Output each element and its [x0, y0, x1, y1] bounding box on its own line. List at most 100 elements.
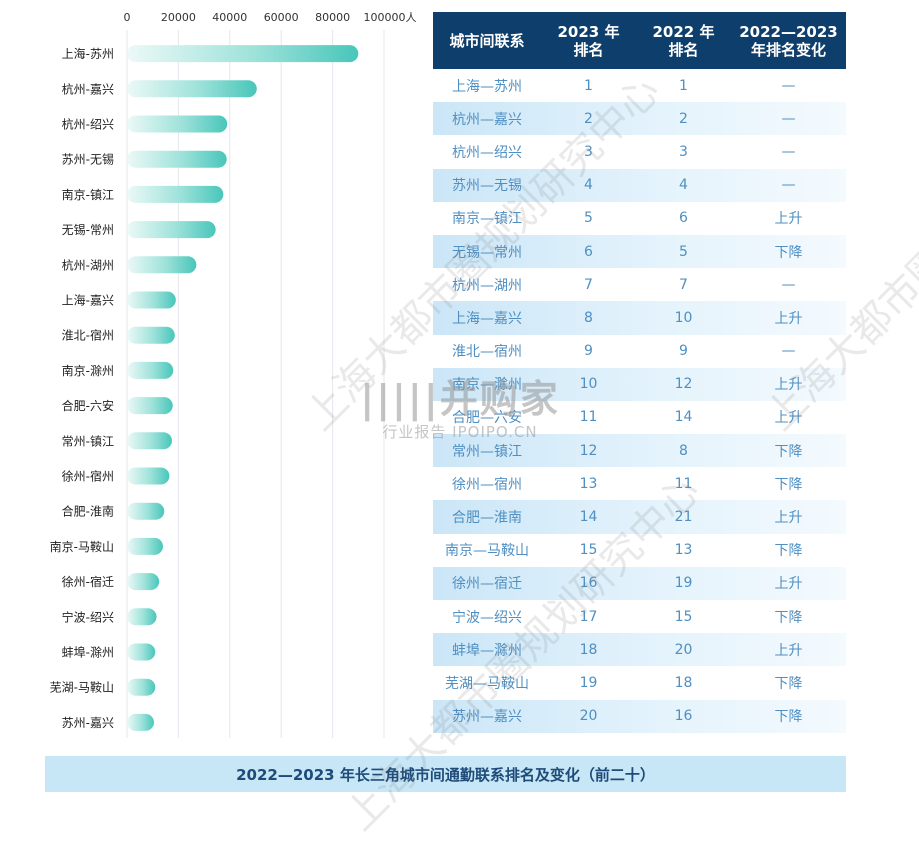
- table-cell: 7: [679, 276, 688, 293]
- table-cell: 4: [679, 177, 688, 194]
- bar: [127, 467, 170, 485]
- table-cell: 杭州—嘉兴: [452, 111, 522, 128]
- column-header: 城市间联系: [449, 31, 525, 50]
- category-label: 常州-镇江: [62, 434, 114, 448]
- bar: [127, 291, 176, 309]
- table-cell: 1: [584, 77, 593, 94]
- table-cell: 下降: [774, 543, 803, 560]
- table-row: 杭州—湖州 7 7 —: [433, 268, 846, 302]
- bar: [127, 326, 175, 344]
- table-cell: 11: [674, 475, 693, 492]
- table-row: 上海—嘉兴 8 10 上升: [433, 301, 846, 335]
- bar: [127, 221, 216, 239]
- table-row: 蚌埠—滁州 18 20 上升: [433, 633, 846, 667]
- table-cell: 下降: [774, 443, 803, 460]
- bar: [127, 361, 174, 379]
- table-cell: 6: [679, 210, 688, 227]
- category-label: 淮北-宿州: [62, 328, 114, 343]
- category-label: 徐州-宿州: [62, 469, 114, 484]
- table-cell: 南京—滁州: [452, 377, 522, 394]
- table-cell: 徐州—宿迁: [452, 576, 522, 593]
- table-cell: 11: [579, 409, 598, 426]
- bar: [127, 713, 154, 731]
- table-header: 城市间联系 2023 年排名 2022 年排名 2022—2023 年排名变化: [433, 12, 846, 69]
- table-cell: 15: [579, 542, 598, 559]
- table-row: 淮北—宿州 9 9 —: [433, 334, 846, 368]
- table-cell: 10: [579, 376, 598, 393]
- figure-caption: 2022—2023 年长三角城市间通勤联系排名及变化（前二十）: [45, 756, 846, 792]
- ranking-table: 城市间联系 2023 年排名 2022 年排名 2022—2023 年排名变化 上海—苏…: [433, 12, 846, 733]
- table-cell: 7: [584, 276, 593, 293]
- table-cell: 13: [674, 542, 693, 559]
- table-cell: 合肥—六安: [452, 410, 522, 427]
- table-cell: 14: [579, 509, 598, 526]
- table-cell: 徐州—宿州: [452, 476, 522, 493]
- table-cell: 上升: [774, 410, 803, 427]
- table-cell: —: [781, 77, 796, 94]
- table-cell: —: [781, 276, 796, 293]
- bar: [127, 537, 163, 555]
- table-cell: 芜湖—马鞍山: [445, 675, 529, 692]
- table-row: 徐州—宿州 13 11 下降: [433, 467, 846, 501]
- table-cell: 无锡—常州: [452, 244, 522, 261]
- table-cell: 21: [674, 509, 693, 526]
- table-cell: 10: [674, 309, 693, 326]
- column-header: 2022 年排名: [652, 22, 715, 59]
- table-cell: 15: [674, 608, 693, 625]
- table-cell: 杭州—湖州: [452, 277, 522, 294]
- category-label: 芜湖-马鞍山: [50, 680, 114, 695]
- category-label: 蚌埠-滁州: [62, 645, 114, 660]
- table-row: 合肥—六安 11 14 上升: [433, 400, 846, 435]
- column-header: 2022—2023 年排名变化: [739, 22, 838, 59]
- table-cell: 17: [579, 608, 598, 625]
- table-cell: 3: [679, 143, 688, 160]
- table-cell: 4: [584, 177, 593, 194]
- table-cell: 3: [584, 143, 593, 160]
- bar: [127, 115, 228, 133]
- table-cell: 5: [584, 210, 593, 227]
- table-cell: 13: [579, 475, 598, 492]
- x-tick-label: 40000: [212, 11, 247, 24]
- category-label: 无锡-常州: [62, 222, 114, 237]
- table-cell: 上升: [774, 310, 803, 327]
- column-header: 2023 年排名: [557, 22, 620, 59]
- category-label: 杭州-绍兴: [62, 117, 114, 132]
- table-cell: 8: [679, 442, 688, 459]
- table-cell: 上海—嘉兴: [452, 310, 522, 327]
- table-cell: 14: [674, 409, 693, 426]
- table-cell: 苏州—嘉兴: [452, 709, 522, 726]
- table-cell: 上升: [774, 576, 803, 593]
- table-cell: 9: [584, 343, 593, 360]
- table-cell: 下降: [774, 476, 803, 493]
- table-cell: 下降: [774, 709, 803, 726]
- table-cell: 杭州—绍兴: [452, 144, 522, 161]
- table-row: 上海—苏州 1 1 —: [433, 69, 846, 103]
- table-row: 芜湖—马鞍山 19 18 下降: [433, 666, 846, 700]
- table-row: 南京—镇江 5 6 上升: [433, 201, 846, 235]
- table-cell: 下降: [774, 609, 803, 626]
- table-row: 宁波—绍兴 17 15 下降: [433, 600, 846, 634]
- x-tick-label: 0: [124, 11, 131, 24]
- table-row: 无锡—常州 6 5 下降: [433, 234, 846, 269]
- table-row: 合肥—淮南 14 21 上升: [433, 500, 846, 534]
- category-label: 南京-镇江: [62, 187, 114, 202]
- table-row: 杭州—嘉兴 2 2 —: [433, 102, 846, 136]
- table-cell: 苏州—无锡: [452, 178, 522, 195]
- table-cell: 9: [679, 343, 688, 360]
- table-cell: 下降: [774, 244, 803, 261]
- bar: [127, 502, 165, 520]
- category-label: 苏州-无锡: [62, 152, 114, 167]
- table-cell: 上海—苏州: [452, 78, 522, 95]
- table-cell: 1: [679, 77, 688, 94]
- bar: [127, 80, 257, 98]
- table-cell: 2: [584, 110, 593, 127]
- x-tick-label: 80000: [315, 11, 350, 24]
- table-row: 常州—镇江 12 8 下降: [433, 434, 846, 468]
- bar: [127, 150, 227, 168]
- category-label: 宁波-绍兴: [62, 609, 114, 624]
- table-cell: 18: [579, 641, 598, 658]
- table-cell: 南京—马鞍山: [445, 543, 529, 560]
- category-label: 合肥-六安: [62, 398, 114, 413]
- table-cell: 12: [579, 442, 598, 459]
- table-cell: 宁波—绍兴: [452, 609, 522, 626]
